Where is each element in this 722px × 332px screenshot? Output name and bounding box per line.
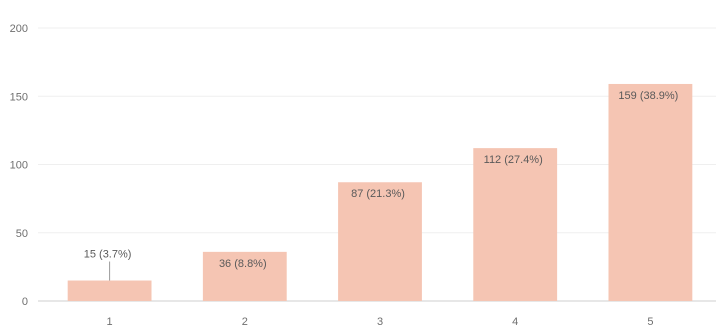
y-tick-label-50: 50 (16, 228, 28, 240)
x-axis: 1 2 3 4 5 (107, 316, 654, 328)
bar-label-1: 15 (3.7%) (84, 249, 132, 261)
y-tick-label-100: 100 (10, 160, 28, 172)
x-tick-label-1: 1 (107, 316, 113, 328)
x-tick-label-2: 2 (242, 316, 248, 328)
y-tick-label-150: 150 (10, 91, 28, 103)
x-tick-label-3: 3 (377, 316, 383, 328)
bar-label-4: 112 (27.4%) (484, 154, 543, 166)
bar-1 (67, 280, 152, 301)
bar-5 (608, 83, 693, 301)
y-axis: 0 50 100 150 200 (10, 23, 28, 308)
x-tick-label-5: 5 (647, 316, 653, 328)
bar-label-5: 159 (38.9%) (618, 90, 678, 102)
y-tick-label-200: 200 (10, 23, 28, 35)
bar-2 (202, 251, 287, 301)
bars (67, 83, 693, 301)
bar-label-2: 36 (8.8%) (219, 258, 267, 270)
bar-4 (473, 148, 558, 301)
bar-3 (338, 182, 422, 301)
gridlines (38, 27, 716, 302)
data-labels: 15 (3.7%) 36 (8.8%) 87 (21.3%) 112 (27.4%) 1… (84, 90, 678, 281)
bar-label-3: 87 (21.3%) (351, 188, 405, 200)
x-tick-label-4: 4 (512, 316, 518, 328)
y-tick-label-0: 0 (22, 296, 28, 308)
